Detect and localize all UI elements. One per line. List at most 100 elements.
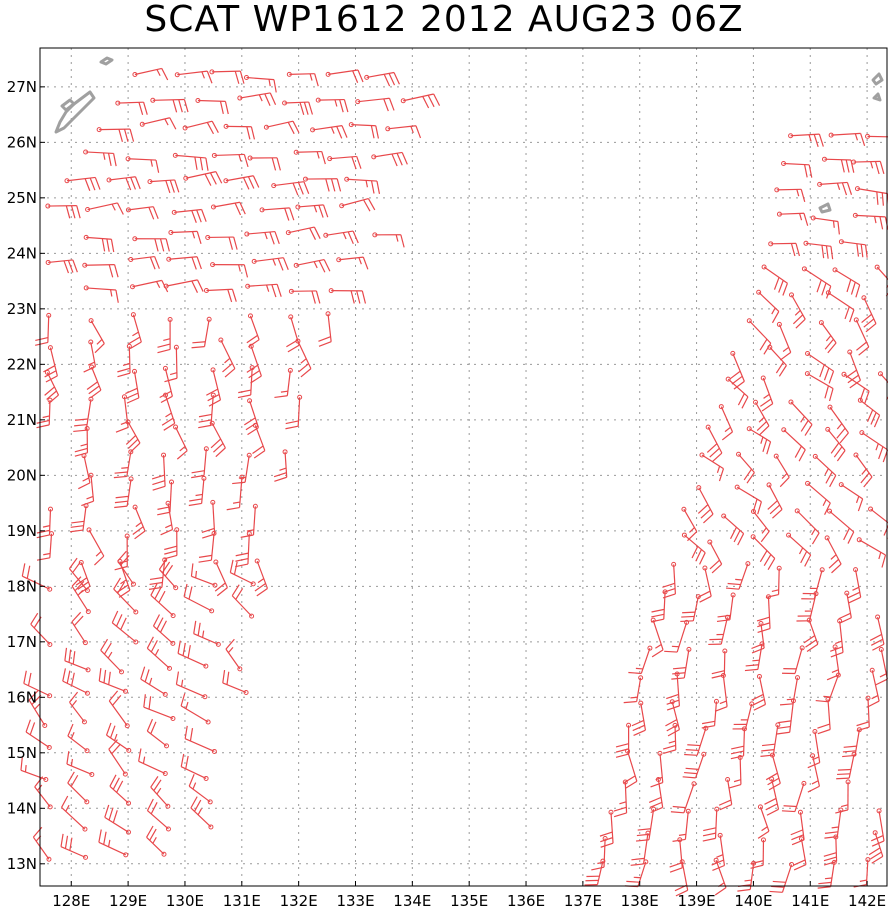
wind-barb [757, 804, 770, 839]
wind-barb [128, 255, 160, 270]
graticule [40, 48, 887, 886]
wind-barb [210, 201, 246, 216]
wind-barb [744, 641, 765, 672]
wind-barb [711, 648, 728, 679]
wind-barb [150, 97, 189, 113]
land-outlines [54, 56, 884, 214]
wind-barb [152, 614, 176, 646]
wind-barb [86, 527, 105, 566]
wind-barb [344, 176, 381, 194]
wind-barb [803, 617, 819, 653]
map-frame [39, 47, 888, 887]
wind-barb [662, 722, 678, 755]
wind-barb [223, 123, 256, 140]
wind-barb [847, 567, 862, 604]
lon-tick-label: 142E [848, 892, 886, 909]
wind-barb [172, 152, 209, 171]
wind-barb [105, 722, 132, 753]
wind-barb [856, 695, 871, 732]
lon-tick-label: 130E [166, 892, 204, 909]
wind-barb [729, 350, 745, 390]
wind-barb [71, 576, 91, 615]
wind-barb [174, 70, 213, 84]
lon-tick-label: 134E [393, 892, 431, 909]
wind-barb [67, 771, 90, 805]
wind-barb [288, 288, 321, 304]
wind-barb [348, 122, 380, 139]
wind-barb [111, 610, 139, 645]
wind-barb [263, 120, 300, 135]
wind-barb [211, 152, 249, 168]
wind-barb [746, 318, 772, 355]
island-outline [60, 98, 76, 112]
wind-barb [699, 452, 725, 482]
wind-barb [852, 212, 888, 230]
wind-barb [108, 739, 128, 777]
wind-barb [73, 396, 94, 433]
wind-barb [158, 558, 179, 591]
wind-barb [385, 125, 422, 139]
wind-barb [851, 159, 885, 175]
wind-barb [295, 338, 312, 378]
wind-barb [817, 696, 831, 735]
wind-barb [108, 690, 130, 729]
wind-barb [254, 558, 269, 597]
wind-barb [665, 699, 680, 737]
wind-barb [868, 830, 884, 864]
wind-barb [782, 645, 805, 675]
wind-barb [96, 127, 135, 142]
wind-barb [252, 422, 266, 459]
wind-barb [160, 500, 174, 536]
wind-barb [786, 532, 812, 567]
wind-barb [198, 530, 217, 563]
wind-barb [718, 404, 734, 441]
wind-barb [237, 92, 277, 106]
wind-barb [147, 179, 180, 194]
wind-barb [88, 318, 105, 354]
wind-barb [701, 698, 719, 729]
wind-barb [823, 834, 839, 866]
wind-barb [45, 259, 78, 274]
wind-barb [756, 594, 771, 634]
wind-barb [64, 176, 101, 191]
wind-barb [36, 531, 55, 561]
wind-barb [817, 859, 837, 889]
wind-barb [190, 563, 218, 588]
wind-barb [209, 420, 226, 458]
wind-barb [198, 392, 216, 429]
lat-tick-label: 17N [7, 633, 37, 651]
wind-barb [788, 399, 813, 436]
wind-barb [36, 397, 53, 429]
wind-barb [768, 241, 801, 257]
wind-barb [246, 343, 262, 384]
wind-barb [191, 446, 209, 479]
wind-barb [662, 561, 677, 599]
lon-tick-label: 129E [109, 892, 147, 909]
wind-barb [143, 694, 176, 721]
wind-barb [684, 725, 709, 756]
wind-barb [584, 858, 606, 886]
wind-barb [285, 226, 321, 240]
wind-barb [804, 371, 834, 402]
wind-barb [85, 202, 124, 215]
island-outline [872, 92, 882, 102]
wind-barb [282, 100, 314, 116]
island-outline [99, 56, 114, 66]
wind-barb [765, 565, 782, 599]
wind-barb [132, 67, 169, 81]
wind-barb [828, 132, 866, 146]
island-outline [871, 72, 884, 86]
wind-barb [104, 804, 131, 835]
wind-barb [128, 312, 142, 350]
wind-barb [98, 668, 128, 694]
wind-barb [336, 256, 369, 270]
wind-barb [164, 344, 179, 383]
wind-barb [650, 750, 664, 788]
wind-barb [247, 155, 281, 171]
wind-barb [832, 267, 861, 298]
lat-tick-label: 15N [7, 744, 37, 762]
wind-barb [788, 133, 824, 148]
wind-barb [130, 279, 169, 293]
wind-barb [237, 365, 255, 399]
